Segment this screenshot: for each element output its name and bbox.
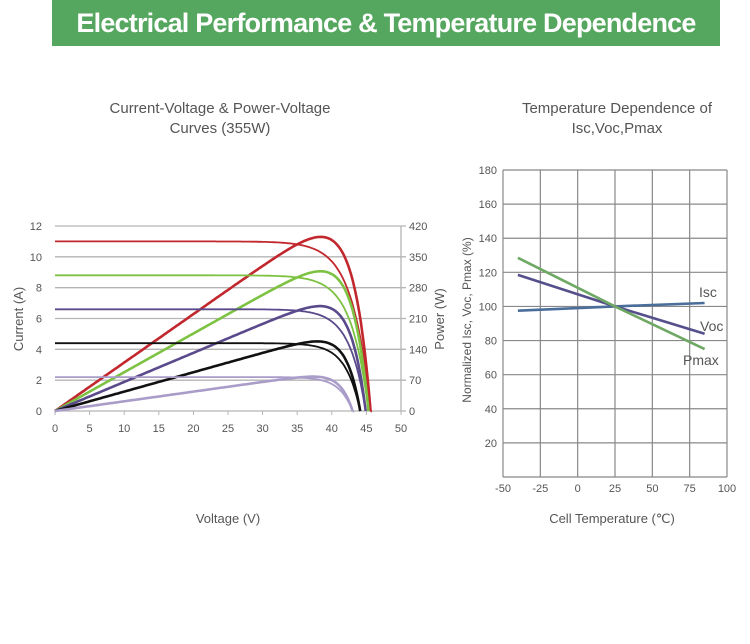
x-tick-label: 35 xyxy=(291,423,303,435)
x-tick-label: 45 xyxy=(360,423,372,435)
y-tick-label: 10 xyxy=(30,252,42,264)
iv-curve xyxy=(55,240,372,412)
y-tick-label: 6 xyxy=(36,314,42,326)
y-tick-label: 12 xyxy=(30,221,42,233)
iv-y2label: Power (W) xyxy=(432,288,447,349)
temp-ylabel: Normalized Isc, Voc, Pmax (%) xyxy=(460,237,474,402)
x-tick-label: 50 xyxy=(646,483,658,495)
x-tick-label: 50 xyxy=(395,423,407,435)
y2-tick-label: 420 xyxy=(409,221,427,233)
x-tick-label: -25 xyxy=(532,483,548,495)
pv-curve xyxy=(54,235,373,413)
temp-chart-title-line1: Temperature Dependence of xyxy=(522,100,713,117)
x-tick-label: 25 xyxy=(609,483,621,495)
series-label-pmax: Pmax xyxy=(683,352,719,368)
x-tick-label: 25 xyxy=(222,423,234,435)
pv-curve xyxy=(54,340,362,413)
y-tick-label: 40 xyxy=(485,404,497,416)
temp-chart-title-line2: Isc,Voc,Pmax xyxy=(572,120,663,137)
y-tick-label: 100 xyxy=(479,301,497,313)
y-tick-label: 2 xyxy=(36,375,42,387)
iv-curve xyxy=(55,274,370,412)
series-line-pmax xyxy=(517,256,706,351)
page-title: Electrical Performance & Temperature Dep… xyxy=(76,7,696,38)
temperature-chart: Temperature Dependence of Isc,Voc,Pmax C… xyxy=(460,100,736,526)
y-tick-label: 20 xyxy=(485,438,497,450)
x-tick-label: 10 xyxy=(118,423,130,435)
x-tick-label: -50 xyxy=(495,483,511,495)
iv-xlabel: Voltage (V) xyxy=(196,511,260,526)
y-tick-label: 60 xyxy=(485,370,497,382)
iv-chart-title-line1: Current-Voltage & Power-Voltage xyxy=(110,100,331,117)
header-banner: Electrical Performance & Temperature Dep… xyxy=(52,0,720,46)
x-tick-label: 30 xyxy=(256,423,268,435)
y-tick-label: 4 xyxy=(36,344,42,356)
x-tick-label: 40 xyxy=(326,423,338,435)
y2-tick-label: 70 xyxy=(409,375,421,387)
y-tick-label: 120 xyxy=(479,267,497,279)
x-tick-label: 75 xyxy=(684,483,696,495)
y2-tick-label: 140 xyxy=(409,344,427,356)
y2-tick-label: 280 xyxy=(409,283,427,295)
iv-pv-chart: Current-Voltage & Power-Voltage Curves (… xyxy=(11,100,447,526)
y-tick-label: 8 xyxy=(36,283,42,295)
series-label-voc: Voc xyxy=(700,318,723,334)
y2-tick-label: 210 xyxy=(409,314,427,326)
y-tick-label: 80 xyxy=(485,336,497,348)
pv-curve xyxy=(54,304,367,413)
x-tick-label: 5 xyxy=(87,423,93,435)
x-tick-label: 0 xyxy=(575,483,581,495)
x-tick-label: 100 xyxy=(718,483,736,495)
y-tick-label: 0 xyxy=(36,406,42,418)
iv-curve xyxy=(55,308,367,412)
pv-curve xyxy=(54,270,370,413)
x-tick-label: 15 xyxy=(153,423,165,435)
iv-chart-title-line2: Curves (355W) xyxy=(170,120,271,137)
iv-ylabel: Current (A) xyxy=(11,287,26,351)
series-label-isc: Isc xyxy=(699,284,717,300)
y2-tick-label: 0 xyxy=(409,406,415,418)
x-tick-label: 20 xyxy=(187,423,199,435)
iv-curve xyxy=(55,342,362,412)
y-tick-label: 180 xyxy=(479,165,497,177)
y2-tick-label: 350 xyxy=(409,252,427,264)
y-tick-label: 140 xyxy=(479,233,497,245)
y-tick-label: 160 xyxy=(479,199,497,211)
temp-xlabel: Cell Temperature (℃) xyxy=(549,511,675,526)
pv-curve xyxy=(54,375,355,413)
x-tick-label: 0 xyxy=(52,423,58,435)
